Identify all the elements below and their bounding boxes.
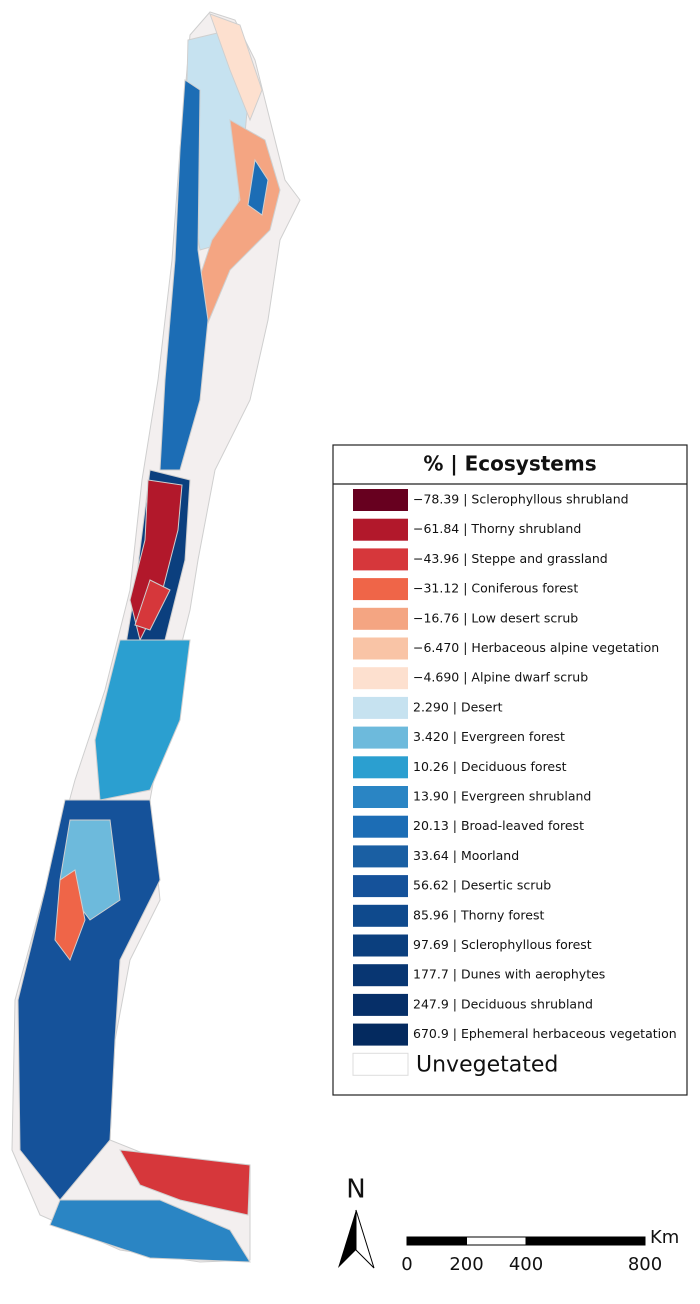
scale-unit: Km [650, 1227, 679, 1248]
legend-label: −4.690 | Alpine dwarf scrub [413, 670, 588, 685]
magallanes-steppe [119, 1149, 251, 1216]
north-arrow: N [338, 1175, 375, 1269]
legend-swatch [353, 904, 408, 927]
scale-tick-label: 200 [449, 1254, 483, 1275]
legend-swatch [353, 934, 408, 957]
legend-swatch [353, 726, 408, 749]
scale-tick-label: 0 [401, 1254, 412, 1275]
legend-label: 20.13 | Broad-leaved forest [413, 818, 584, 833]
salar [247, 158, 269, 216]
legend-label: 10.26 | Deciduous forest [413, 759, 567, 774]
legend-swatch [353, 1023, 408, 1046]
legend-swatch [353, 578, 408, 601]
scale-tick-label: 400 [509, 1254, 543, 1275]
alpine-dwarf-scrub [209, 13, 263, 122]
deciduous-forest [94, 639, 191, 801]
legend-swatch [353, 696, 408, 719]
north-label: N [346, 1175, 365, 1205]
scale-segment [406, 1236, 467, 1246]
legend-label: Unvegetated [416, 1052, 558, 1077]
legend-label: 177.7 | Dunes with aerophytes [413, 967, 605, 982]
legend-label: −43.96 | Steppe and grassland [413, 551, 608, 566]
coniferous-forest [54, 869, 86, 962]
legend-swatch [353, 489, 408, 511]
legend-label: 33.64 | Moorland [413, 848, 519, 863]
legend-label: 247.9 | Deciduous shrubland [413, 996, 593, 1011]
legend-label: 670.9 | Ephemeral herbaceous vegetation [413, 1026, 677, 1041]
legend-swatch [353, 667, 408, 690]
legend-label: −16.76 | Low desert scrub [413, 610, 578, 625]
legend-label: 13.90 | Evergreen shrubland [413, 789, 591, 804]
legend-label: −78.39 | Sclerophyllous shrubland [413, 492, 629, 507]
legend-title: % | Ecosystems [423, 452, 596, 476]
steppe [134, 579, 171, 631]
legend-label: −6.470 | Herbaceous alpine vegetation [413, 640, 659, 655]
legend-label: 85.96 | Thorny forest [413, 907, 544, 922]
scale-bar: 0 200 400 800 Km [401, 1227, 679, 1275]
legend-swatch [352, 1052, 409, 1076]
scale-segment [466, 1236, 527, 1246]
legend-swatch [353, 875, 408, 898]
legend-label: −31.12 | Coniferous forest [413, 581, 578, 596]
legend-label: −61.84 | Thorny shrubland [413, 521, 581, 536]
legend-label: 97.69 | Sclerophyllous forest [413, 937, 592, 952]
legend-label: 2.290 | Desert [413, 699, 503, 714]
legend: % | Ecosystems −78.39 | Sclerophyllous s… [332, 444, 688, 1096]
legend-swatch [353, 756, 408, 779]
north-arrow-right [355, 1209, 375, 1269]
moorland-south [17, 799, 161, 1201]
coastal-forest [159, 79, 209, 471]
legend-label: 56.62 | Desertic scrub [413, 878, 551, 893]
legend-swatch [353, 964, 408, 987]
scale-tick-label: 800 [628, 1254, 662, 1275]
legend-label: 3.420 | Evergreen forest [413, 729, 565, 744]
legend-swatch [353, 637, 408, 660]
legend-swatch [353, 607, 408, 630]
north-arrow-left [338, 1210, 356, 1268]
legend-swatch [353, 786, 408, 808]
legend-swatch [353, 548, 408, 571]
scale-segment [525, 1236, 646, 1246]
map [11, 11, 301, 1263]
legend-swatch [353, 993, 408, 1016]
legend-swatch [353, 815, 408, 838]
legend-swatch [353, 518, 408, 541]
tierra-del-fuego [49, 1199, 251, 1263]
legend-swatch [353, 845, 408, 868]
